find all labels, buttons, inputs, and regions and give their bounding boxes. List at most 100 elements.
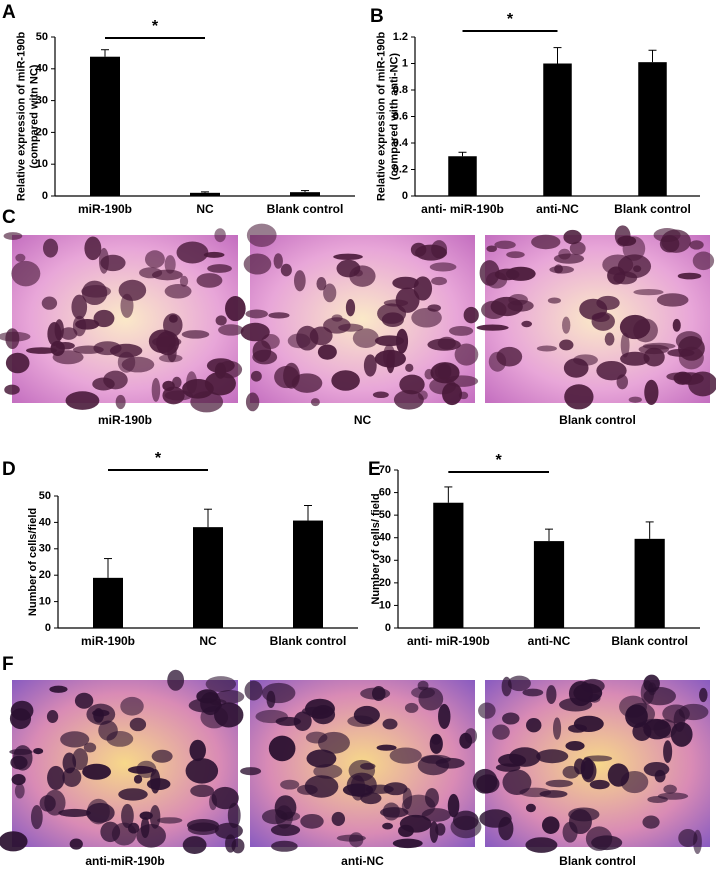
image-caption: Blank control: [559, 854, 636, 868]
cell-cluster: [46, 710, 59, 724]
cell-cluster: [275, 716, 301, 726]
error-bar: [101, 49, 109, 57]
cell-cluster: [306, 749, 337, 768]
cell-cluster: [382, 822, 393, 830]
cell-cluster: [672, 318, 681, 332]
cell-cluster: [163, 313, 183, 337]
cell-cluster: [389, 747, 422, 764]
cell-cluster: [69, 838, 83, 850]
bar: [93, 577, 123, 628]
cell-cluster: [167, 669, 185, 691]
cell-cluster: [47, 765, 65, 790]
x-tick-label: anti-NC: [536, 202, 579, 216]
cell-cluster: [435, 823, 446, 836]
cell-cluster: [261, 682, 296, 704]
cell-cluster: [316, 277, 327, 291]
cell-cluster: [92, 377, 115, 391]
cell-cluster: [268, 735, 296, 762]
cell-cluster: [667, 348, 695, 357]
cell-cluster: [11, 774, 26, 786]
cell-cluster: [568, 724, 587, 733]
cell-cluster: [72, 748, 89, 771]
bar: [533, 541, 565, 628]
image-caption: anti-miR-190b: [85, 854, 164, 868]
cell-cluster: [86, 703, 116, 725]
cell-cluster: [333, 253, 363, 261]
y-tick-label: 10: [36, 158, 48, 170]
cell-cluster: [431, 240, 448, 259]
cell-cluster: [383, 344, 396, 369]
cell-cluster: [663, 740, 673, 764]
cell-cluster: [3, 232, 23, 240]
cell-cluster: [689, 240, 704, 250]
cell-cluster: [0, 331, 31, 342]
cell-cluster: [310, 398, 320, 407]
cell-cluster: [275, 805, 293, 829]
micrograph: [240, 223, 479, 412]
cell-cluster: [506, 251, 525, 259]
error-bar: [201, 191, 209, 193]
error-bar: [553, 47, 562, 64]
cell-cluster: [405, 363, 414, 372]
bar: [90, 56, 120, 196]
cell-cluster: [151, 749, 173, 763]
cell-cluster: [633, 265, 642, 273]
cell-cluster: [283, 362, 300, 389]
cell-cluster: [573, 354, 598, 366]
significance-marker: *: [152, 18, 159, 35]
cell-cluster: [454, 343, 479, 366]
cell-cluster: [438, 363, 452, 381]
cell-cluster: [429, 733, 443, 754]
cell-cluster: [429, 262, 457, 272]
cell-cluster: [553, 253, 585, 264]
cell-cluster: [459, 732, 473, 749]
cell-cluster: [227, 802, 241, 829]
y-tick-label: 50: [39, 490, 51, 502]
cell-cluster: [186, 818, 220, 832]
cell-cluster: [417, 755, 450, 776]
x-tick-label: Blank control: [270, 634, 347, 648]
cell-cluster: [677, 272, 702, 280]
cell-cluster: [431, 276, 448, 286]
cell-cluster: [663, 784, 677, 794]
cell-cluster: [653, 228, 681, 243]
cell-cluster: [546, 685, 557, 704]
cell-cluster: [521, 320, 533, 328]
panel-letter: D: [2, 459, 16, 480]
cell-cluster: [246, 223, 277, 247]
cell-cluster: [589, 779, 610, 790]
cell-cluster: [399, 814, 432, 833]
cell-cluster: [449, 325, 474, 336]
cell-cluster: [300, 813, 324, 829]
cell-cluster: [218, 324, 244, 336]
cell-cluster: [215, 315, 227, 326]
cell-cluster: [270, 824, 301, 836]
cell-cluster: [536, 345, 557, 352]
cell-cluster: [502, 712, 520, 725]
error-bar: [545, 528, 553, 542]
cell-cluster: [427, 304, 441, 312]
cell-cluster: [5, 352, 30, 374]
cell-cluster: [602, 254, 634, 276]
cell-cluster: [86, 802, 115, 823]
cell-cluster: [120, 293, 134, 318]
cell-cluster: [345, 298, 356, 317]
cell-cluster: [60, 327, 78, 340]
cell-cluster: [404, 702, 419, 713]
cell-cluster: [654, 769, 666, 783]
cell-cluster: [380, 807, 409, 818]
cell-cluster: [65, 391, 100, 410]
x-tick-label: Blank control: [611, 634, 688, 648]
image-caption: miR-190b: [98, 413, 152, 427]
significance-marker: *: [496, 452, 503, 469]
y-axis-label: Number of cells/ field: [370, 493, 382, 604]
cell-cluster: [93, 309, 115, 328]
bar: [543, 63, 572, 196]
x-tick-label: miR-190b: [81, 634, 135, 648]
cell-cluster: [49, 685, 68, 693]
cell-cluster: [476, 324, 509, 331]
cell-cluster: [240, 767, 262, 776]
cell-cluster: [60, 731, 90, 748]
micrograph: [240, 680, 482, 852]
cell-cluster: [136, 823, 166, 848]
